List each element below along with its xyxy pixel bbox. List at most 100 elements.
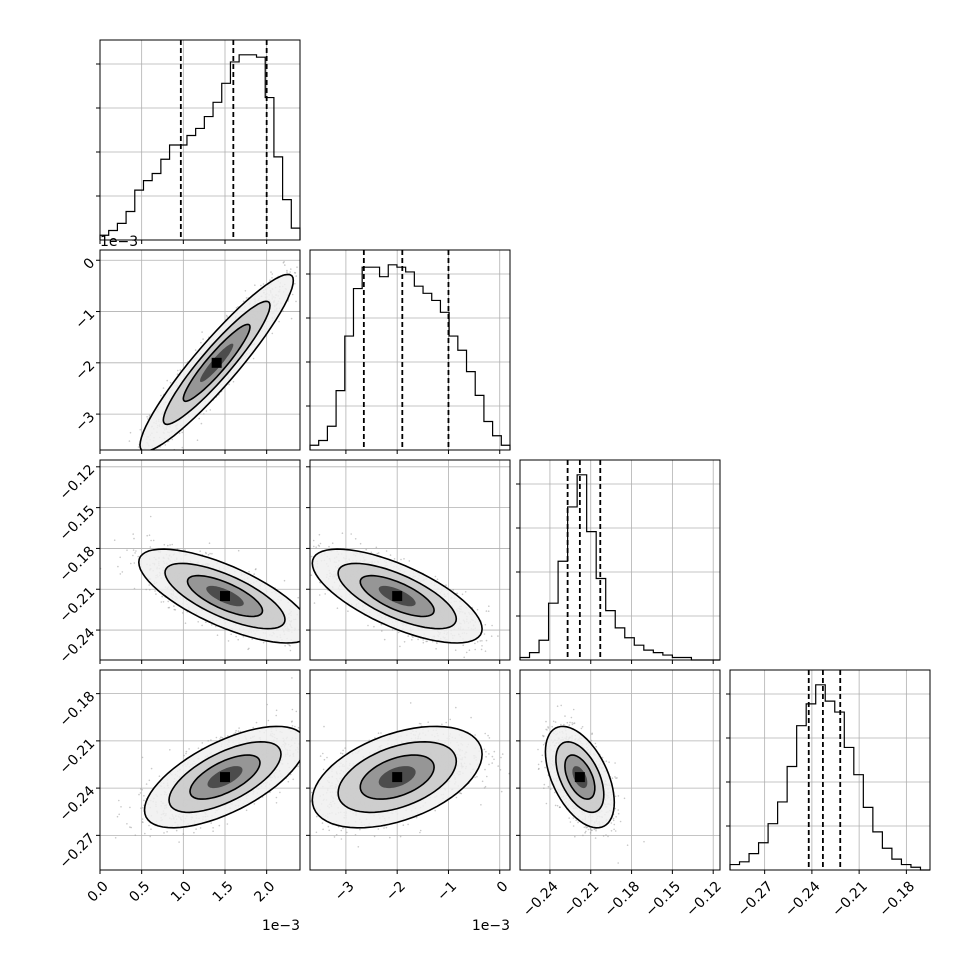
- scatter-point: [321, 637, 323, 639]
- scatter-point: [291, 293, 294, 296]
- scatter-point: [296, 266, 298, 269]
- scatter-point: [336, 630, 338, 632]
- panel-frame: [99, 249, 301, 451]
- density-peak: [220, 591, 230, 602]
- scatter-point: [244, 290, 247, 292]
- scatter-point: [149, 451, 151, 453]
- scatter-point: [305, 549, 307, 551]
- density-peak: [211, 357, 222, 368]
- scatter-point: [116, 464, 118, 466]
- scatter-point: [235, 635, 237, 638]
- scatter-point: [303, 642, 305, 644]
- scatter-point: [289, 649, 292, 652]
- scatter-point: [162, 601, 165, 603]
- scatter-point: [318, 640, 320, 642]
- scatter-point: [169, 544, 171, 546]
- scatter-point: [137, 446, 140, 448]
- scatter-point: [171, 543, 173, 546]
- scatter-point: [171, 438, 174, 441]
- scatter-point: [205, 551, 207, 554]
- scatter-point: [408, 560, 411, 562]
- scatter-point: [313, 545, 315, 548]
- scatter-point: [391, 629, 394, 631]
- scatter-point: [262, 641, 265, 644]
- scatter-point: [139, 428, 142, 431]
- scatter-point: [330, 643, 332, 645]
- scatter-point: [164, 444, 167, 446]
- scatter-point: [150, 539, 152, 542]
- scatter-point: [184, 622, 187, 624]
- scatter-point: [197, 621, 199, 623]
- scatter-point: [304, 628, 306, 630]
- scatter-point: [314, 616, 316, 618]
- scatter-point: [484, 650, 487, 652]
- scatter-point: [302, 635, 304, 637]
- scatter-point: [129, 431, 132, 434]
- scatter-point: [403, 641, 406, 643]
- scatter-point: [134, 552, 136, 554]
- scatter-point: [412, 636, 414, 638]
- scatter-point: [474, 648, 477, 651]
- scatter-point: [400, 558, 402, 561]
- scatter-point: [306, 634, 308, 636]
- grid: [310, 250, 510, 450]
- scatter-point: [297, 596, 300, 599]
- histogram-step: [309, 264, 511, 450]
- scatter-point: [254, 284, 256, 287]
- scatter-point: [176, 373, 179, 376]
- scatter-point: [315, 262, 317, 264]
- scatter-point: [128, 440, 131, 442]
- scatter-point: [483, 633, 486, 635]
- scatter-point: [330, 667, 332, 669]
- scatter-point: [452, 589, 455, 591]
- scatter-point: [271, 273, 274, 275]
- scatter-point: [350, 533, 353, 535]
- density-panel: [295, 532, 499, 659]
- scatter-point: [321, 238, 323, 240]
- scatter-point: [133, 537, 135, 540]
- scatter-point: [255, 568, 257, 570]
- scatter-point: [271, 332, 274, 335]
- scatter-point: [389, 554, 392, 556]
- scatter-point: [365, 548, 368, 551]
- scatter-point: [247, 648, 249, 651]
- scatter-point: [119, 463, 121, 465]
- scatter-point: [312, 610, 314, 612]
- scatter-point: [160, 394, 162, 397]
- scatter-point: [132, 554, 134, 557]
- scatter-point: [117, 565, 119, 568]
- scatter-point: [476, 641, 479, 643]
- scatter-point: [431, 640, 434, 643]
- scatter-point: [155, 593, 157, 595]
- scatter-point: [336, 607, 339, 609]
- scatter-point: [295, 573, 297, 575]
- scatter-point: [113, 539, 116, 541]
- scatter-point: [403, 558, 405, 560]
- scatter-point: [302, 575, 304, 577]
- scatter-point: [215, 625, 217, 628]
- scatter-point: [480, 648, 483, 651]
- scatter-point: [137, 555, 139, 558]
- scatter-point: [282, 261, 285, 264]
- scatter-point: [315, 648, 317, 650]
- scatter-point: [116, 452, 118, 454]
- scatter-point: [303, 284, 305, 286]
- scatter-point: [196, 439, 199, 442]
- scatter-point: [170, 451, 172, 453]
- scatter-point: [142, 455, 144, 457]
- scatter-point: [284, 645, 286, 647]
- scatter-point: [216, 634, 219, 636]
- scatter-point: [290, 268, 292, 270]
- scatter-point: [462, 644, 465, 647]
- scatter-point: [226, 316, 228, 318]
- panel-frame: [99, 459, 301, 661]
- scatter-point: [289, 271, 292, 273]
- scatter-point: [417, 638, 419, 641]
- scatter-point: [168, 606, 171, 609]
- scatter-point: [313, 627, 315, 629]
- scatter-point: [375, 546, 378, 549]
- scatter-point: [132, 549, 135, 551]
- scatter-point: [283, 579, 286, 582]
- scatter-point: [303, 621, 305, 623]
- scatter-point: [133, 587, 136, 590]
